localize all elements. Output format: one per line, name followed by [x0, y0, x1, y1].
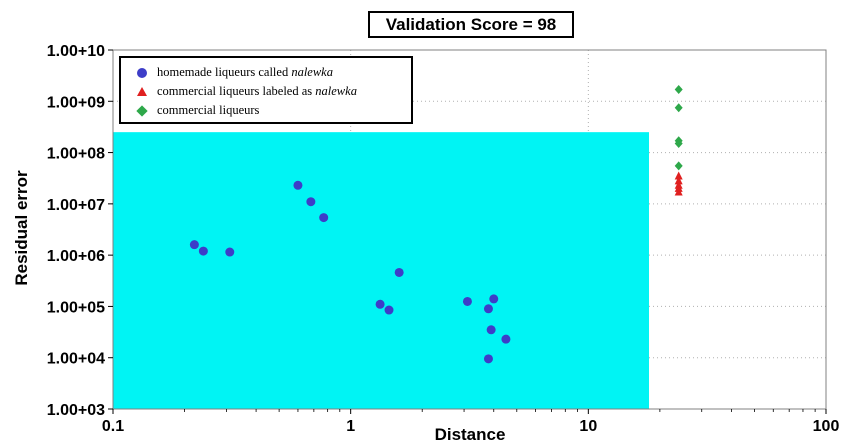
- data-point-homemade: [462, 296, 472, 306]
- diamond-marker-icon: [136, 104, 148, 117]
- legend: homemade liqueurs called nalewka commerc…: [119, 56, 413, 124]
- y-tick-label: 1.00+05: [47, 299, 105, 316]
- plot-frame: [112, 49, 827, 410]
- circle-marker-icon: [137, 67, 147, 78]
- legend-label-homemade: homemade liqueurs called nalewka: [157, 65, 333, 79]
- x-tick-label: 1: [346, 418, 355, 435]
- legend-label-commercial-labeled: commercial liqueurs labeled as nalewka: [157, 84, 357, 98]
- data-point-homemade: [384, 305, 394, 315]
- data-point-homemade: [225, 247, 235, 257]
- data-point-homemade: [375, 299, 385, 309]
- data-point-commercial-labeled: [674, 176, 683, 185]
- triangle-marker-icon: [137, 87, 147, 96]
- data-point-commercial: [674, 139, 683, 149]
- y-tick-label: 1.00+03: [47, 402, 105, 419]
- y-tick-label: 1.00+07: [47, 197, 105, 214]
- legend-item-homemade: homemade liqueurs called nalewka: [121, 63, 411, 82]
- x-tick-label: 10: [579, 418, 597, 435]
- chart-title: Validation Score = 98: [368, 11, 574, 38]
- acceptance-region: [113, 132, 650, 410]
- y-axis-label: Residual error: [12, 170, 31, 286]
- data-point-homemade: [293, 180, 303, 190]
- y-tick-label: 1.00+08: [47, 146, 105, 163]
- x-tick-label: 100: [813, 418, 840, 435]
- y-tick-label: 1.00+04: [47, 351, 105, 368]
- x-axis-label: Distance: [434, 425, 506, 444]
- data-point-homemade: [189, 240, 199, 250]
- data-point-commercial: [674, 161, 683, 171]
- y-tick-label: 1.00+09: [47, 94, 105, 111]
- data-point-homemade: [198, 246, 208, 256]
- data-point-commercial: [674, 84, 683, 94]
- data-point-homemade: [483, 304, 493, 314]
- data-point-homemade: [319, 213, 329, 223]
- data-point-homemade: [483, 354, 493, 364]
- legend-item-commercial-labeled: commercial liqueurs labeled as nalewka: [121, 82, 411, 101]
- data-point-homemade: [501, 334, 511, 344]
- data-point-homemade: [306, 197, 316, 207]
- data-point-homemade: [394, 267, 404, 277]
- x-tick-label: 0.1: [102, 418, 124, 435]
- data-point-homemade: [489, 294, 499, 304]
- y-tick-label: 1.00+10: [47, 43, 105, 60]
- data-point-commercial-labeled: [674, 171, 683, 180]
- data-point-homemade: [486, 325, 496, 335]
- y-tick-label: 1.00+06: [47, 248, 105, 265]
- legend-label-commercial: commercial liqueurs: [157, 103, 260, 117]
- legend-item-commercial: commercial liqueurs: [121, 101, 411, 120]
- data-point-commercial: [674, 103, 683, 113]
- data-point-commercial-labeled: [674, 187, 683, 196]
